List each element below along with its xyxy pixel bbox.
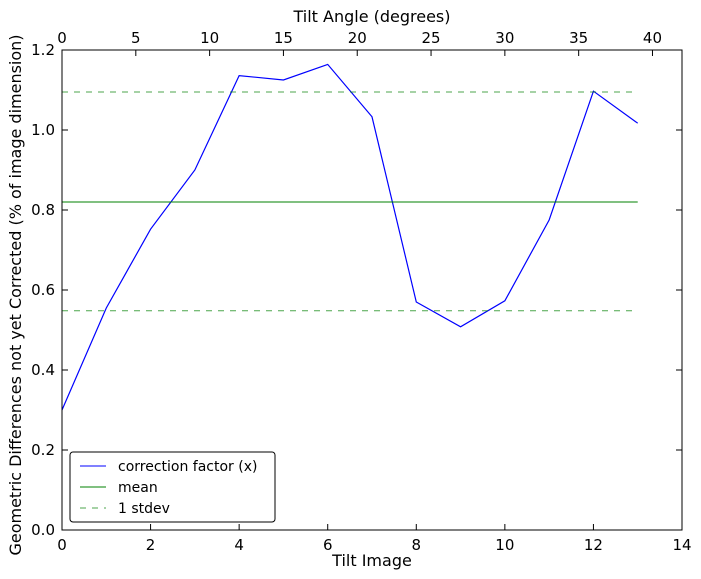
top-x-tick-label: 25 bbox=[422, 29, 441, 47]
x-tick-label: 0 bbox=[57, 536, 67, 554]
top-x-tick-label: 40 bbox=[643, 29, 662, 47]
top-x-tick-label: 30 bbox=[495, 29, 514, 47]
top-x-tick-label: 35 bbox=[569, 29, 588, 47]
ticks-layer: 0 2 4 6 8 10 12 140.00.20.40.60.81.01.20 5 10 15 20… bbox=[31, 29, 691, 554]
top-x-tick-label: 10 bbox=[200, 29, 219, 47]
top-x-tick-label: 20 bbox=[348, 29, 367, 47]
x-axis-title: Tilt Image bbox=[331, 551, 412, 570]
x-tick-label: 8 bbox=[412, 536, 422, 554]
x-tick-label: 4 bbox=[234, 536, 244, 554]
y-tick-label: 0.8 bbox=[31, 201, 55, 219]
series-layer bbox=[61, 63, 639, 411]
legend-label: correction factor (x) bbox=[118, 459, 257, 475]
top-x-tick-label: 15 bbox=[274, 29, 293, 47]
top-x-tick-label: 5 bbox=[131, 29, 141, 47]
x-tick-label: 10 bbox=[495, 536, 514, 554]
x-tick-label: 2 bbox=[146, 536, 156, 554]
legend-label: 1 stdev bbox=[118, 501, 170, 517]
legend-label: mean bbox=[118, 480, 158, 496]
top-x-axis-title: Tilt Angle (degrees) bbox=[292, 7, 450, 26]
series-line-0 bbox=[61, 63, 639, 411]
x-tick-label: 12 bbox=[584, 536, 603, 554]
y-tick-label: 0.4 bbox=[31, 361, 55, 379]
x-tick-label: 14 bbox=[672, 536, 691, 554]
y-tick-label: 1.2 bbox=[31, 41, 55, 59]
y-axis-title: Geometric Differences not yet Corrected … bbox=[6, 34, 25, 555]
y-tick-label: 1.0 bbox=[31, 121, 55, 139]
y-tick-label: 0.0 bbox=[31, 521, 55, 539]
y-tick-label: 0.2 bbox=[31, 441, 55, 459]
legend-box bbox=[69, 451, 276, 523]
top-x-tick-label: 0 bbox=[57, 29, 67, 47]
x-tick-label: 6 bbox=[323, 536, 333, 554]
legend: correction factor (x) mean 1 stdev bbox=[69, 451, 276, 523]
y-tick-label: 0.6 bbox=[31, 281, 55, 299]
